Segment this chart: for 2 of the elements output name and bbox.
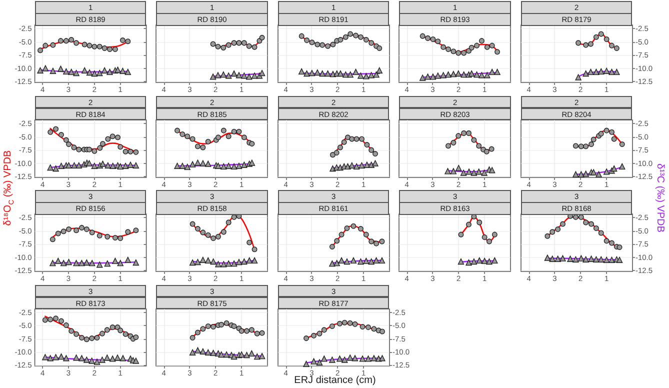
x-axis-title: ERJ distance (cm) [294, 375, 376, 386]
y2-axis-title: δ¹³C (‰) VPDB [654, 164, 666, 232]
